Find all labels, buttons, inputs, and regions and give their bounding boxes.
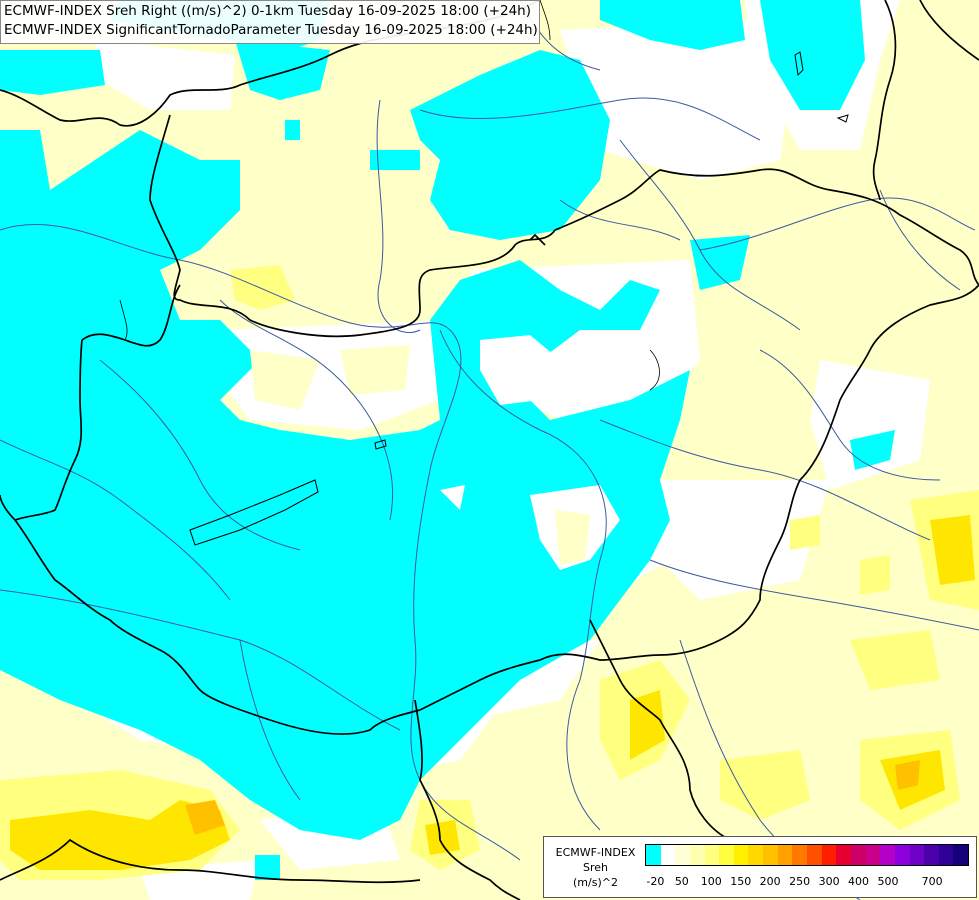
map-header: ECMWF-INDEX Sreh Right ((m/s)^2) 0-1km T… (0, 0, 540, 44)
legend-swatch (807, 845, 822, 865)
region-borders (119, 0, 660, 391)
negative-areas (0, 0, 895, 880)
legend-tick-label: 200 (759, 875, 781, 888)
legend-swatch (675, 845, 690, 865)
legend-swatch (953, 845, 969, 865)
legend-swatch (909, 845, 925, 865)
legend-tick-label: 400 (848, 875, 870, 888)
legend-title: ECMWF-INDEX Sreh (m/s)^2 (548, 845, 643, 890)
legend-title-source: ECMWF-INDEX (555, 846, 636, 859)
legend-swatch (792, 845, 808, 865)
legend-tick-label: 500 (877, 875, 899, 888)
legend-tick-label: 100 (700, 875, 722, 888)
legend-swatch (660, 845, 676, 865)
legend-swatch (689, 845, 705, 865)
legend-swatch (733, 845, 749, 865)
peak-areas (185, 760, 920, 835)
legend-title-unit: (m/s)^2 (573, 876, 618, 889)
legend-swatch (924, 845, 939, 865)
legend-swatch (748, 845, 764, 865)
high-areas (10, 515, 975, 870)
legend-title-param: Sreh (582, 861, 608, 874)
legend-swatch (880, 845, 895, 865)
legend-tick-label: 300 (818, 875, 840, 888)
legend-swatch (836, 845, 851, 865)
legend-swatch (850, 845, 866, 865)
legend-swatch (646, 845, 661, 865)
legend-swatch (704, 845, 720, 865)
legend-swatch (865, 845, 881, 865)
legend-swatch (938, 845, 954, 865)
legend-tick-label: 50 (674, 875, 689, 888)
low-islands (250, 345, 590, 565)
colorbar-legend: ECMWF-INDEX Sreh (m/s)^2 -20 50 100 150 200 2… (543, 836, 977, 898)
legend-ticks: -20 50 100 150 200 250 300 400 500 700 (645, 875, 969, 889)
legend-swatch (719, 845, 734, 865)
legend-swatches (645, 844, 969, 866)
legend-swatch (777, 845, 793, 865)
header-line-sreh: ECMWF-INDEX Sreh Right ((m/s)^2) 0-1km T… (4, 3, 531, 19)
legend-tick-label: 700 (921, 875, 943, 888)
legend-swatch (821, 845, 837, 865)
legend-swatch (763, 845, 778, 865)
legend-swatch (894, 845, 910, 865)
legend-tick-label: 150 (730, 875, 752, 888)
header-line-stp: ECMWF-INDEX SignificantTornadoParameter … (4, 22, 538, 38)
legend-tick-label: -20 (646, 875, 665, 888)
lakes (189, 51, 849, 546)
legend-tick-label: 250 (789, 875, 811, 888)
